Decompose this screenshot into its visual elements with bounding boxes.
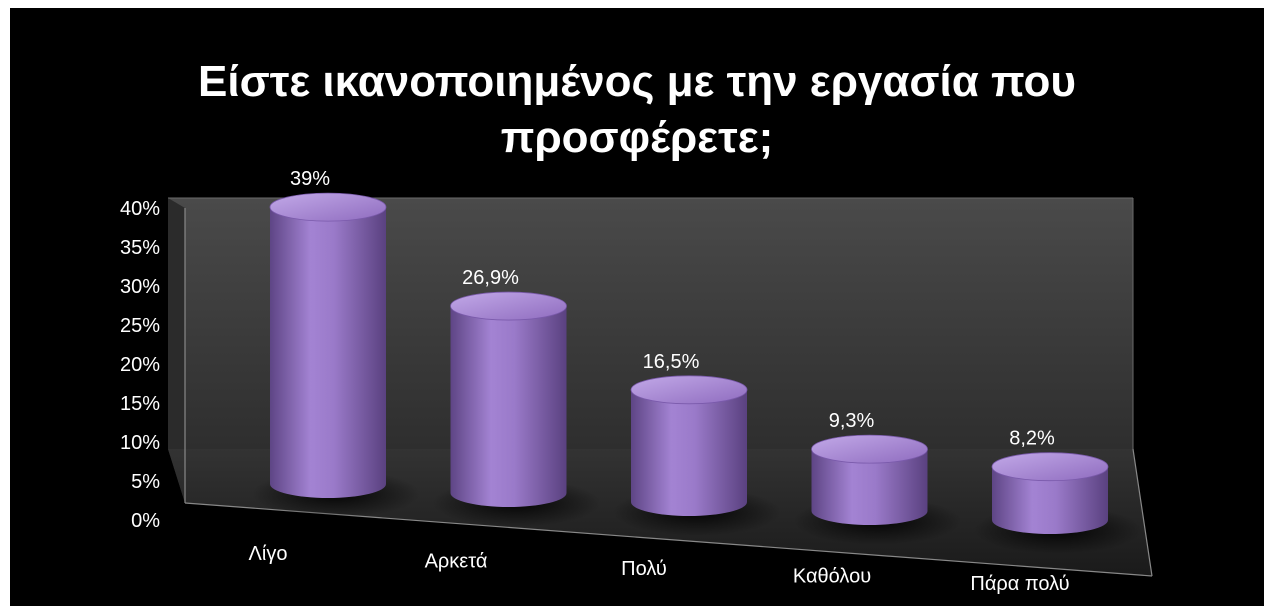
bar-top: [811, 434, 928, 464]
category-label: Πάρα πολύ: [970, 573, 1069, 595]
y-tick-label: 25%: [120, 315, 160, 337]
bar-top: [630, 375, 748, 405]
y-tick-label: 5%: [131, 471, 160, 493]
bar-top: [450, 291, 567, 321]
floor-edge-right: [1132, 448, 1153, 577]
bar-cylinder: [793, 434, 962, 545]
back-wall: [168, 198, 1133, 449]
y-tick-label: 30%: [120, 276, 160, 298]
category-label: Καθόλου: [793, 566, 871, 588]
bar-cylinder: [432, 291, 601, 527]
chart-title-line-2: προσφέρετε;: [501, 113, 774, 162]
y-tick-label: 0%: [131, 510, 160, 532]
y-tick-label: 15%: [120, 393, 160, 415]
bar-body: [631, 389, 747, 516]
y-axis-ticks: 0% 5% 10% 15% 20% 25% 30% 35% 40%: [120, 198, 160, 532]
data-label: 26,9%: [462, 267, 519, 289]
left-wall: [168, 198, 185, 503]
bars: [252, 192, 1142, 554]
data-label: 8,2%: [1009, 428, 1055, 450]
chart: Είστε ικανοποιημένος με την εργασία που …: [120, 57, 1153, 595]
bar-top: [269, 192, 387, 222]
bar-top: [991, 452, 1109, 482]
data-label: 9,3%: [829, 410, 875, 432]
y-tick-label: 35%: [120, 237, 160, 259]
bar-body: [450, 306, 567, 508]
data-label: 16,5%: [643, 351, 700, 373]
chart-frame: Είστε ικανοποιημένος με την εργασία που …: [10, 8, 1264, 606]
data-label: 39%: [290, 168, 330, 190]
bar-cylinder: [252, 192, 420, 518]
bar-cylinder: [974, 452, 1142, 554]
category-label: Πολύ: [621, 558, 667, 580]
category-labels: Λίγο Αρκετά Πολύ Καθόλου Πάρα πολύ: [249, 543, 1070, 595]
data-labels: 39% 26,9% 16,5% 9,3% 8,2%: [290, 168, 1055, 450]
category-label: Αρκετά: [425, 551, 488, 573]
chart-title-line-1: Είστε ικανοποιημένος με την εργασία που: [198, 57, 1076, 106]
y-tick-label: 20%: [120, 354, 160, 376]
bar-body: [811, 449, 928, 525]
y-tick-label: 10%: [120, 432, 160, 454]
bar-body: [992, 466, 1108, 534]
y-tick-label: 40%: [120, 198, 160, 220]
category-label: Λίγο: [249, 543, 288, 565]
bar-body: [270, 207, 386, 498]
bar-cylinder: [613, 375, 781, 536]
